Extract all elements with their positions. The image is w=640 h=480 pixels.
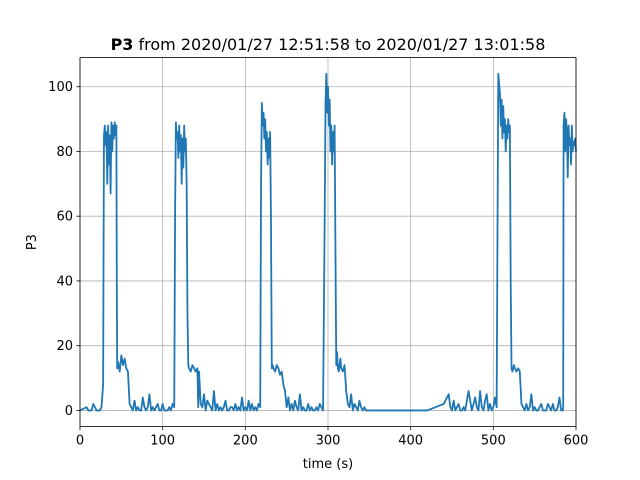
y-tick-label: 0 — [65, 404, 73, 419]
x-tick-label: 100 — [150, 434, 175, 449]
x-tick-label: 500 — [481, 434, 506, 449]
series-line — [79, 72, 577, 412]
chart-title-bold: P3 — [111, 35, 134, 54]
y-tick-label: 40 — [56, 274, 73, 289]
x-axis-label: time (s) — [303, 457, 353, 472]
x-tick-label: 400 — [398, 434, 423, 449]
y-tick-label: 80 — [56, 145, 73, 160]
x-tick-label: 600 — [564, 434, 589, 449]
y-tick-label: 20 — [56, 339, 73, 354]
tick-layer: 0 100 200 300 400 500 600 0 20 40 60 80 100 — [48, 80, 588, 448]
y-tick-label: 100 — [48, 80, 73, 95]
series-layer — [79, 72, 577, 412]
x-tick-label: 0 — [76, 434, 84, 449]
x-tick-label: 200 — [233, 434, 258, 449]
y-axis-label: P3 — [25, 234, 40, 250]
y-tick-label: 60 — [56, 210, 73, 225]
chart-title: P3 from 2020/01/27 12:51:58 to 2020/01/2… — [111, 35, 546, 54]
chart-title-rest: from 2020/01/27 12:51:58 to 2020/01/27 1… — [133, 35, 545, 54]
x-tick-label: 300 — [316, 434, 341, 449]
